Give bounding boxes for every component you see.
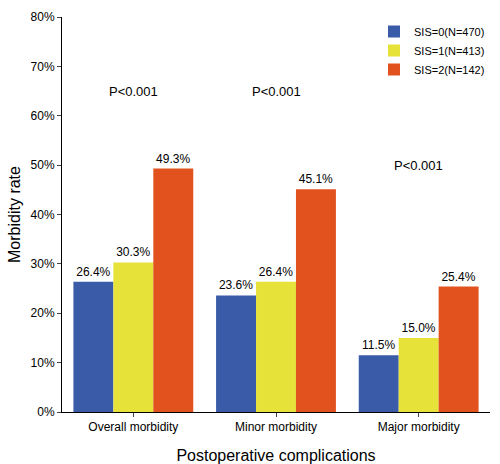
svg-text:11.5%: 11.5% bbox=[362, 338, 395, 352]
svg-text:50%: 50% bbox=[31, 158, 55, 172]
svg-text:P<0.001: P<0.001 bbox=[109, 84, 158, 99]
svg-text:26.4%: 26.4% bbox=[259, 265, 293, 279]
svg-text:20%: 20% bbox=[31, 306, 55, 320]
svg-text:60%: 60% bbox=[31, 109, 55, 123]
svg-text:SIS=1(N=413): SIS=1(N=413) bbox=[414, 45, 484, 57]
svg-text:80%: 80% bbox=[31, 10, 55, 24]
svg-text:Morbidity rate: Morbidity rate bbox=[6, 166, 23, 263]
svg-text:26.4%: 26.4% bbox=[76, 265, 110, 279]
svg-text:30%: 30% bbox=[31, 257, 55, 271]
svg-text:Postoperative complications: Postoperative complications bbox=[176, 447, 375, 464]
svg-text:0%: 0% bbox=[37, 405, 55, 419]
svg-text:70%: 70% bbox=[31, 60, 55, 74]
svg-text:SIS=2(N=142): SIS=2(N=142) bbox=[414, 64, 484, 76]
svg-text:23.6%: 23.6% bbox=[219, 278, 253, 292]
svg-text:Minor morbidity: Minor morbidity bbox=[235, 420, 317, 434]
svg-text:30.3%: 30.3% bbox=[116, 245, 150, 259]
svg-text:P<0.001: P<0.001 bbox=[252, 84, 301, 99]
svg-text:SIS=0(N=470): SIS=0(N=470) bbox=[414, 26, 484, 38]
svg-text:10%: 10% bbox=[31, 356, 55, 370]
svg-text:P<0.001: P<0.001 bbox=[394, 158, 443, 173]
svg-text:Overall morbidity: Overall morbidity bbox=[88, 420, 178, 434]
svg-text:25.4%: 25.4% bbox=[441, 270, 475, 284]
svg-text:40%: 40% bbox=[31, 208, 55, 222]
svg-text:15.0%: 15.0% bbox=[401, 321, 435, 335]
svg-text:49.3%: 49.3% bbox=[156, 152, 190, 166]
svg-text:Major morbidity: Major morbidity bbox=[378, 420, 460, 434]
svg-text:45.1%: 45.1% bbox=[299, 172, 333, 186]
